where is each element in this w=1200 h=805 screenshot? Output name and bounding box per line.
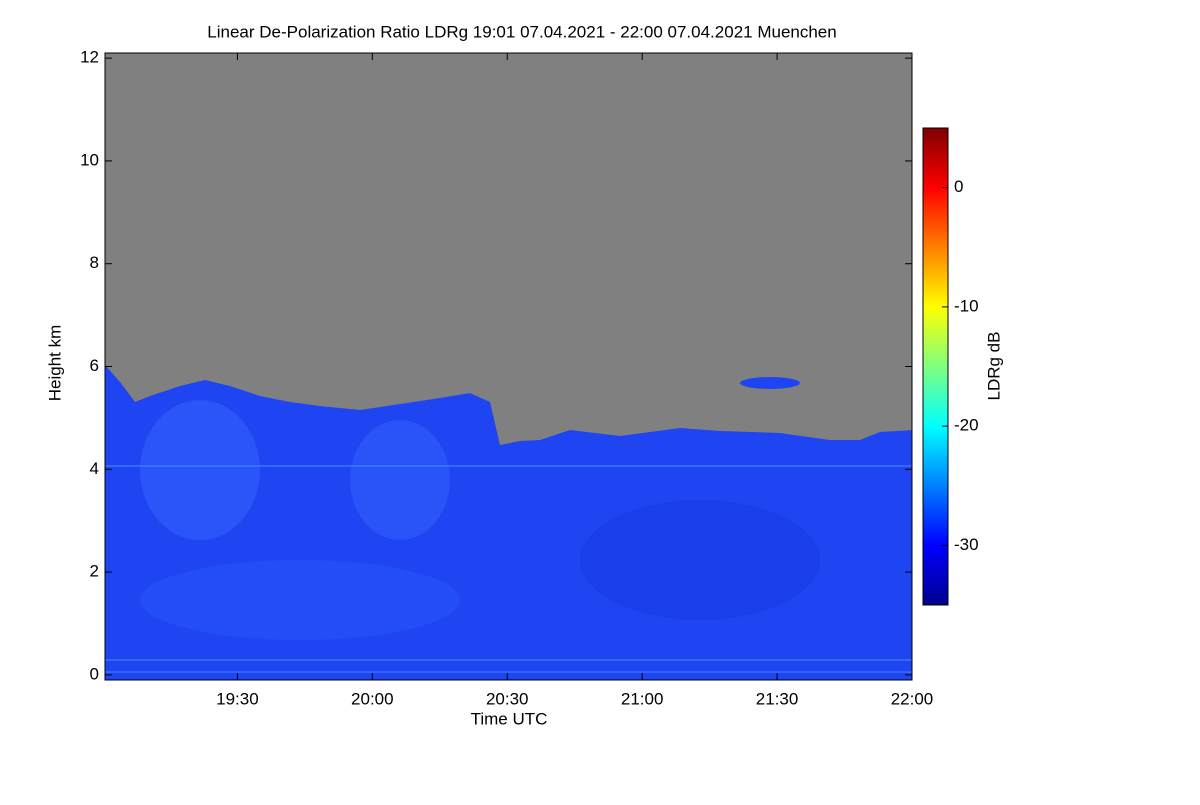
colorbar-label: LDRg dB [984,332,1003,401]
x-tick-label: 22:00 [891,689,934,708]
colorbar-tick-label: -30 [954,535,979,554]
y-tick-label: 4 [90,459,99,478]
y-tick-label: 10 [80,150,99,169]
x-tick-label: 21:00 [621,689,664,708]
x-tick-label: 19:30 [216,689,259,708]
heatmap-image [105,53,912,680]
y-tick-label: 6 [90,356,99,375]
x-tick-label: 20:00 [351,689,394,708]
colorbar [922,127,949,606]
y-tick-label: 0 [90,664,99,683]
y-tick-label: 12 [80,48,99,67]
colorbar-tick-label: 0 [954,177,963,196]
colorbar-tick-label: -20 [954,416,979,435]
y-tick-label: 8 [90,253,99,272]
y-tick-label: 2 [90,562,99,581]
y-axis-label: Height km [45,325,64,402]
x-tick-label: 21:30 [756,689,799,708]
x-tick-label: 20:30 [486,689,529,708]
x-axis-label: Time UTC [471,709,548,728]
chart-title: Linear De-Polarization Ratio LDRg 19:01 … [207,22,836,41]
colorbar-tick-label: -10 [954,296,979,315]
